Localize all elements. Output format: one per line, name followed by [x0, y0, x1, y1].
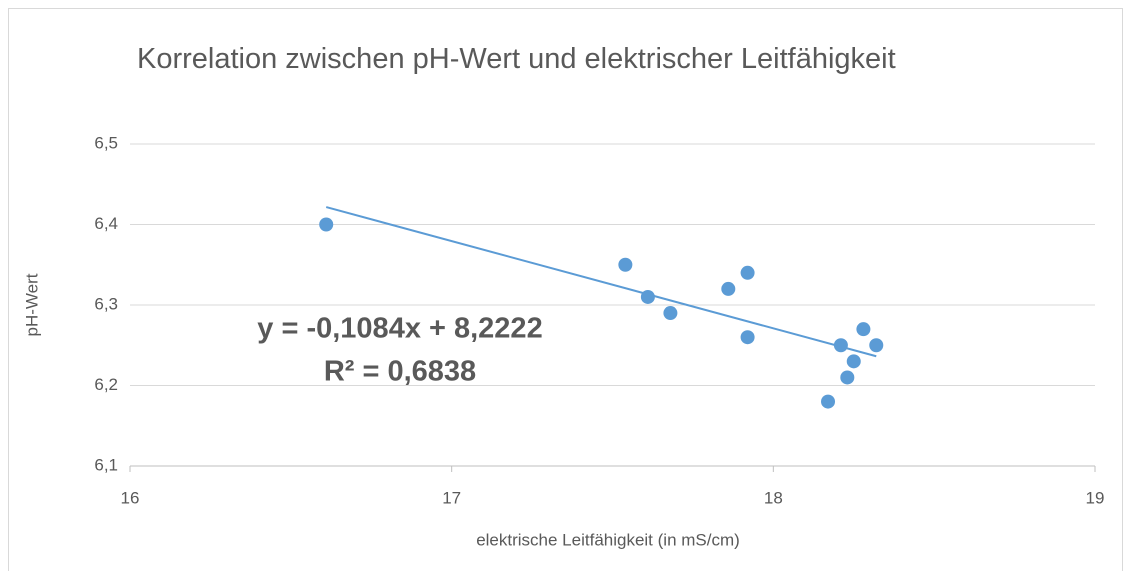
point [833, 338, 848, 353]
point [618, 257, 633, 272]
x-tick-label: 19 [1086, 488, 1105, 507]
point [319, 217, 334, 232]
x-tick-label: 16 [121, 488, 140, 507]
x-tick-label: 18 [764, 488, 783, 507]
y-tick-label: 6,3 [94, 294, 118, 313]
point [856, 322, 871, 337]
y-axis-title: pH-Wert [22, 273, 41, 336]
point [846, 354, 861, 369]
point [721, 281, 736, 296]
y-tick-label: 6,4 [94, 214, 118, 233]
trendline-r2: R² = 0,6838 [324, 356, 476, 388]
point [740, 330, 755, 345]
y-tick-label: 6,2 [94, 375, 118, 394]
point [869, 338, 884, 353]
chart-title: Korrelation zwischen pH-Wert und elektri… [137, 43, 896, 75]
y-tick-label: 6,5 [94, 133, 118, 152]
chart-border [8, 8, 1123, 571]
point [821, 394, 836, 409]
point [840, 370, 855, 385]
point [663, 306, 678, 321]
point [640, 289, 655, 304]
trendline [325, 206, 877, 358]
x-tick-label: 17 [442, 488, 461, 507]
point [740, 265, 755, 280]
x-axis-title: elektrische Leitfähigkeit (in mS/cm) [476, 530, 740, 549]
trendline-equation: y = -0,1084x + 8,2222 [257, 313, 542, 345]
y-tick-label: 6,1 [94, 455, 118, 474]
